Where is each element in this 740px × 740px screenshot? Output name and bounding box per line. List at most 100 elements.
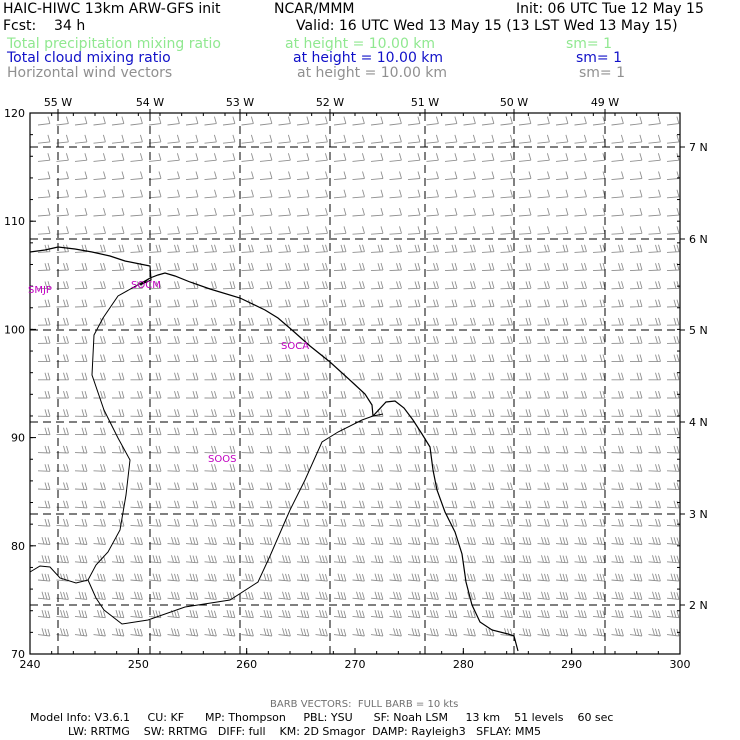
wind-barb bbox=[167, 299, 180, 308]
wind-barb bbox=[111, 226, 125, 235]
wind-barb bbox=[389, 390, 402, 399]
wind-barb bbox=[463, 226, 476, 235]
wind-barb bbox=[463, 427, 476, 436]
wind-barb bbox=[111, 482, 125, 491]
wind-barb bbox=[389, 573, 402, 582]
wind-barb bbox=[444, 116, 458, 126]
field-precip-sm: sm= 1 bbox=[566, 36, 613, 52]
wind-barb bbox=[259, 518, 273, 527]
wind-barb bbox=[611, 372, 624, 381]
wind-barb bbox=[666, 409, 680, 417]
wind-barb bbox=[518, 262, 532, 272]
wind-barb bbox=[185, 171, 199, 181]
wind-barb bbox=[111, 153, 125, 162]
wind-barb bbox=[537, 153, 550, 162]
wind-barb bbox=[592, 500, 606, 509]
wind-barb bbox=[130, 116, 143, 126]
wind-barb bbox=[93, 244, 106, 253]
wind-barb bbox=[574, 555, 587, 564]
wind-barb bbox=[574, 482, 587, 491]
wind-barb bbox=[518, 299, 532, 308]
wind-barb bbox=[334, 372, 347, 381]
wind-barb bbox=[481, 427, 495, 436]
wind-barb bbox=[500, 317, 513, 326]
wind-barb bbox=[611, 518, 624, 527]
wind-barb bbox=[75, 372, 88, 381]
wind-barb bbox=[222, 609, 236, 619]
wind-barb bbox=[537, 536, 550, 545]
wind-barb bbox=[555, 609, 569, 619]
x-tick-label: 280 bbox=[453, 658, 474, 671]
wind-barb bbox=[93, 207, 106, 217]
wind-barb bbox=[629, 207, 643, 217]
wind-barb bbox=[666, 226, 680, 235]
wind-barb bbox=[296, 427, 310, 436]
wind-barb bbox=[426, 336, 439, 344]
wind-barb bbox=[278, 134, 291, 144]
wind-barb bbox=[315, 153, 328, 162]
wind-barb bbox=[481, 573, 495, 582]
wind-barb bbox=[186, 372, 199, 381]
wind-barb bbox=[37, 409, 51, 417]
wind-barb bbox=[148, 281, 162, 290]
wind-barb bbox=[37, 464, 51, 472]
wind-barb bbox=[592, 299, 606, 308]
wind-barb bbox=[629, 464, 643, 472]
wind-barb bbox=[56, 336, 69, 344]
wind-barb bbox=[222, 573, 236, 582]
wind-barb bbox=[611, 464, 624, 472]
wind-barb bbox=[74, 317, 88, 326]
wind-barb bbox=[407, 573, 421, 582]
wind-barb bbox=[426, 153, 439, 162]
wind-barb bbox=[611, 299, 624, 308]
wind-barb bbox=[629, 609, 643, 619]
wind-barb bbox=[370, 555, 384, 564]
wind-barb bbox=[333, 555, 347, 564]
wind-barb bbox=[592, 591, 606, 600]
wind-barb bbox=[407, 390, 421, 399]
wind-barb bbox=[241, 500, 254, 509]
wind-barb bbox=[407, 189, 421, 199]
wind-barb bbox=[241, 573, 254, 582]
wind-barb bbox=[648, 299, 661, 308]
wind-barb bbox=[167, 573, 180, 582]
wind-barb bbox=[537, 573, 550, 582]
wind-barb bbox=[352, 134, 365, 144]
wind-barb bbox=[537, 134, 550, 144]
wind-barb bbox=[407, 226, 421, 235]
wind-barb bbox=[148, 116, 162, 126]
field-precip-name: Total precipitation mixing ratio bbox=[7, 36, 221, 52]
wind-barb bbox=[389, 427, 402, 436]
wind-barb bbox=[444, 244, 458, 253]
x-tick-label: 300 bbox=[670, 658, 691, 671]
wind-barb bbox=[241, 372, 254, 381]
wind-barb bbox=[296, 609, 310, 619]
wind-barb bbox=[370, 518, 384, 527]
wind-barb bbox=[259, 262, 273, 272]
wind-barb bbox=[352, 207, 365, 217]
wind-barb bbox=[648, 226, 661, 235]
wind-barb bbox=[611, 536, 624, 545]
wind-barb bbox=[185, 116, 199, 126]
wind-barb bbox=[352, 244, 365, 253]
valid-time: Valid: 16 UTC Wed 13 May 15 (13 LST Wed … bbox=[296, 18, 678, 34]
wind-barb bbox=[241, 536, 254, 545]
wind-barb bbox=[296, 354, 310, 363]
wind-barb bbox=[555, 591, 569, 600]
wind-barb bbox=[296, 134, 310, 144]
wind-barb bbox=[93, 189, 106, 199]
lat-label: 7 N bbox=[689, 141, 708, 154]
wind-barb bbox=[74, 281, 88, 290]
wind-barb bbox=[463, 573, 476, 582]
wind-barb bbox=[148, 518, 162, 527]
wind-barb bbox=[259, 609, 273, 619]
wind-barb bbox=[648, 555, 661, 564]
wind-barb bbox=[352, 336, 365, 344]
field-cloud-sm: sm= 1 bbox=[576, 50, 623, 66]
wind-barb bbox=[629, 244, 643, 253]
wind-barb bbox=[112, 372, 125, 381]
wind-barb bbox=[185, 464, 199, 472]
wind-barb bbox=[204, 134, 217, 144]
wind-barb bbox=[500, 336, 513, 344]
wind-barb bbox=[56, 390, 69, 399]
